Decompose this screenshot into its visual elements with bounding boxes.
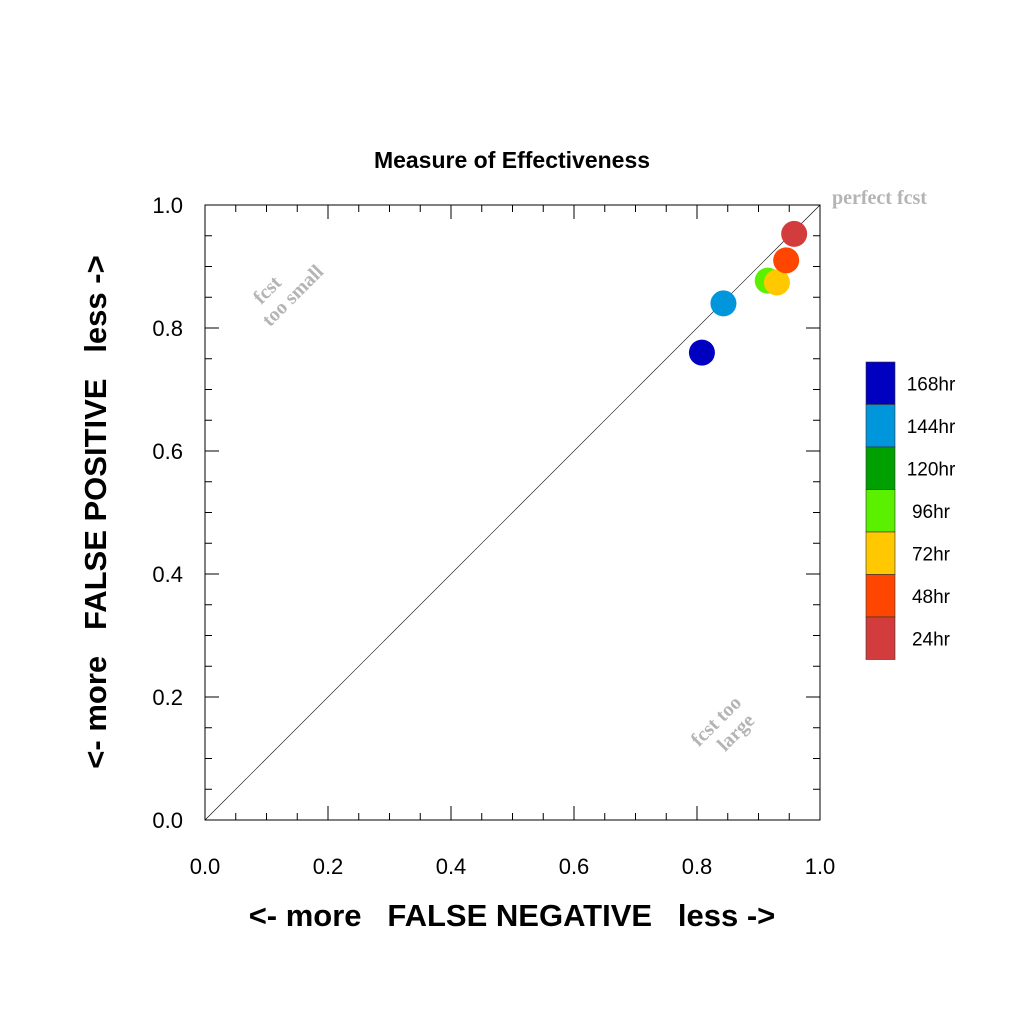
legend-label-168hr: 168hr — [907, 374, 956, 395]
legend-label-144hr: 144hr — [907, 417, 956, 438]
legend-label-48hr: 48hr — [912, 587, 951, 608]
data-point-24hr — [781, 220, 808, 247]
data-point-72hr — [763, 269, 790, 296]
legend-swatch-144hr — [865, 404, 896, 448]
data-points — [688, 220, 808, 366]
x-tick-label: 0.2 — [313, 854, 344, 879]
legend-swatch-168hr — [865, 361, 896, 405]
x-axis-ticks: 0.0 0.2 0.4 0.6 0.8 1.0 — [190, 205, 836, 879]
legend-label-72hr: 72hr — [912, 544, 951, 565]
y-tick-label: 1.0 — [152, 193, 183, 218]
legend-label-96hr: 96hr — [912, 502, 951, 523]
perfect-forecast-annotation: perfect fcst — [832, 187, 927, 209]
x-tick-label: 0.6 — [559, 854, 590, 879]
x-tick-label: 1.0 — [805, 854, 836, 879]
data-point-168hr — [688, 339, 715, 366]
too-large-annotation: fcst too large — [687, 692, 760, 756]
x-tick-label: 0.8 — [682, 854, 713, 879]
x-tick-label: 0.4 — [436, 854, 467, 879]
legend-swatch-24hr — [865, 616, 896, 660]
legend-label-24hr: 24hr — [912, 629, 951, 650]
legend-swatch-96hr — [865, 489, 896, 533]
legend-swatch-120hr — [865, 446, 896, 490]
chart-title: Measure of Effectiveness — [374, 147, 650, 173]
data-point-48hr — [773, 247, 800, 274]
legend: 168hr 144hr 120hr 96hr 72hr 48hr 24hr — [865, 361, 956, 660]
y-tick-label: 0.2 — [152, 685, 183, 710]
legend-swatch-48hr — [865, 574, 896, 618]
y-tick-label: 0.0 — [152, 808, 183, 833]
y-axis-label: <- more FALSE POSITIVE less -> — [78, 255, 113, 768]
data-point-144hr — [710, 290, 737, 317]
y-tick-label: 0.4 — [152, 562, 183, 587]
y-tick-label: 0.8 — [152, 316, 183, 341]
too-small-annotation: fcst too small — [249, 261, 328, 331]
x-axis-label: <- more FALSE NEGATIVE less -> — [249, 898, 776, 933]
y-axis-ticks: 0.0 0.2 0.4 0.6 0.8 1.0 — [152, 193, 820, 833]
y-tick-label: 0.6 — [152, 439, 183, 464]
x-tick-label: 0.0 — [190, 854, 221, 879]
legend-swatch-72hr — [865, 531, 896, 575]
legend-label-120hr: 120hr — [907, 459, 956, 480]
